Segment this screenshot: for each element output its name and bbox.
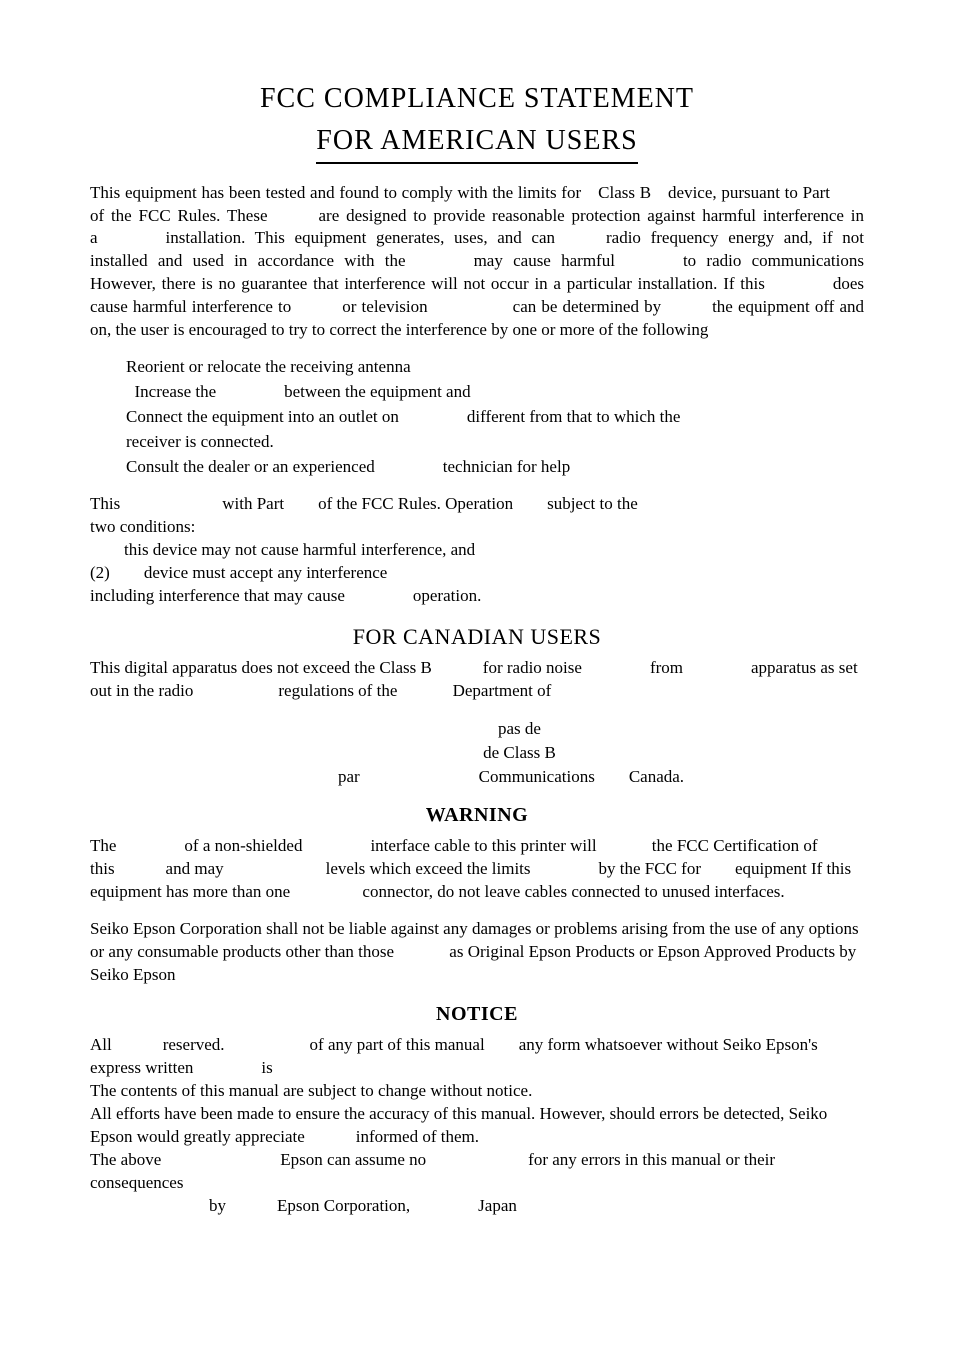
notice-line3: All efforts have been made to ensure the… <box>90 1104 827 1146</box>
fcc-conditions: This with Part of the FCC Rules. Operati… <box>90 493 864 608</box>
notice-line1: All reserved. of any part of this manual… <box>90 1035 818 1077</box>
canadian-para: This digital apparatus does not exceed t… <box>90 657 864 703</box>
warning-para2: Seiko Epson Corporation shall not be lia… <box>90 918 864 987</box>
measures-list: Reorient or relocate the receiving anten… <box>126 356 864 479</box>
measure-1: Reorient or relocate the receiving anten… <box>126 356 864 379</box>
measure-2: Increase the between the equipment and <box>126 381 864 404</box>
french-line1: pas de <box>90 717 864 741</box>
cond-line3: this device may not cause harmful interf… <box>90 540 475 559</box>
notice-line4: The above Epson can assume no for any er… <box>90 1150 775 1192</box>
cond-line4: (2) device must accept any interference <box>90 563 387 582</box>
notice-line5: by Epson Corporation, Japan <box>90 1196 517 1215</box>
french-line3: par Communications Canada. <box>90 765 864 789</box>
main-title-line1: FCC COMPLIANCE STATEMENT <box>90 80 864 118</box>
notice-title: NOTICE <box>90 1001 864 1028</box>
notice-line2: The contents of this manual are subject … <box>90 1081 532 1100</box>
measure-3a: Connect the equipment into an outlet on … <box>126 406 864 429</box>
french-line2: de Class B <box>90 741 864 765</box>
main-title-line2: FOR AMERICAN USERS <box>316 122 637 164</box>
measure-4: Consult the dealer or an experienced tec… <box>126 456 864 479</box>
fcc-main-paragraph: This equipment has been tested and found… <box>90 182 864 343</box>
cond-line5: including interference that may cause op… <box>90 586 481 605</box>
warning-title: WARNING <box>90 802 864 829</box>
canadian-title: FOR CANADIAN USERS <box>90 622 864 652</box>
warning-para1: The of a non-shielded interface cable to… <box>90 835 864 904</box>
canadian-french: pas de de Class B par Communications Can… <box>90 717 864 788</box>
title-block: FCC COMPLIANCE STATEMENT FOR AMERICAN US… <box>90 80 864 164</box>
measure-3b: receiver is connected. <box>126 431 864 454</box>
cond-line2: two conditions: <box>90 517 195 536</box>
cond-line1: This with Part of the FCC Rules. Operati… <box>90 494 672 513</box>
notice-body: All reserved. of any part of this manual… <box>90 1034 864 1218</box>
